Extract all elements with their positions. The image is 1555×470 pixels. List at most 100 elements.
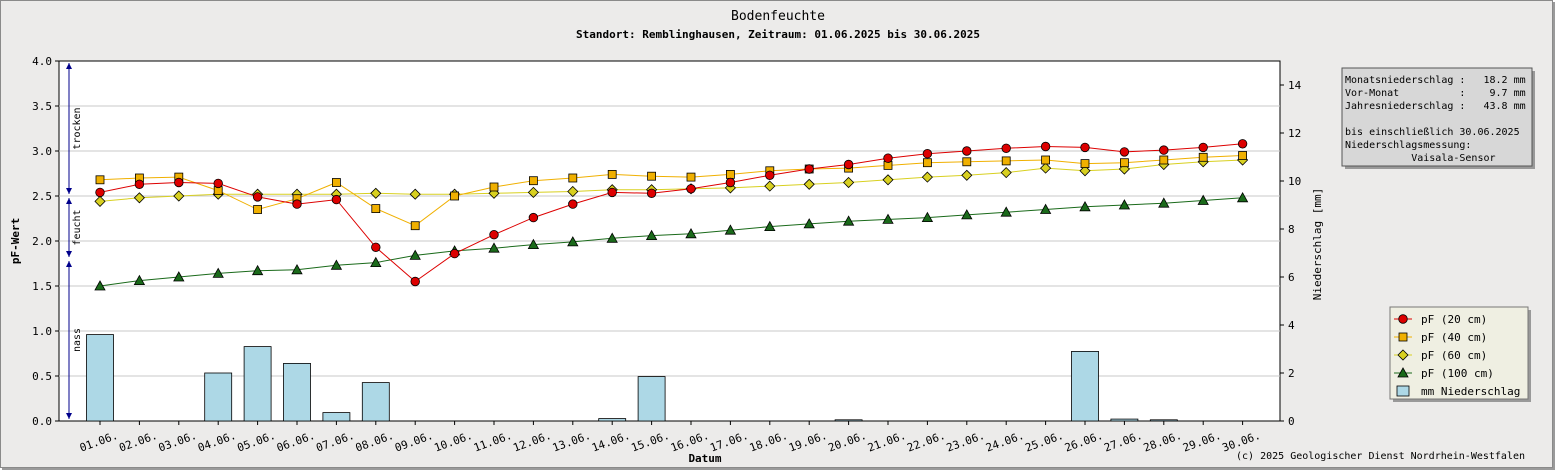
- data-point: [1198, 152, 1208, 162]
- data-point: [883, 153, 893, 163]
- data-point: [1159, 155, 1169, 165]
- data-point: [1119, 147, 1130, 157]
- series-line: [99, 197, 1243, 287]
- data-point: [686, 184, 696, 194]
- legend-item: pF (100 cm): [1394, 367, 1494, 380]
- data-point: [961, 169, 973, 181]
- y-tick-label: 3.5: [32, 100, 52, 113]
- data-point: [923, 158, 932, 168]
- legend-label: pF (40 cm): [1421, 331, 1487, 344]
- data-point: [450, 191, 460, 201]
- data-point: [1040, 141, 1051, 152]
- data-point: [94, 195, 106, 207]
- precipitation-bar: [1110, 418, 1139, 422]
- data-point: [1040, 162, 1052, 174]
- data-point: [843, 176, 855, 189]
- x-tick-label: 28.06.: [1142, 429, 1184, 455]
- data-point: [331, 178, 341, 187]
- x-tick-label: 27.06.: [1102, 429, 1144, 455]
- legend-label: pF (100 cm): [1421, 367, 1494, 380]
- data-point: [922, 148, 933, 159]
- precipitation-bar: [86, 334, 114, 422]
- precipitation-bar: [834, 419, 863, 422]
- y-right-tick-label: 12: [1288, 127, 1301, 140]
- y-tick-label: 0.0: [32, 415, 52, 428]
- x-tick-label: 29.06.: [1181, 429, 1223, 455]
- series-circle: [95, 139, 1248, 287]
- info-line: bis einschließlich 30.06.2025: [1345, 127, 1520, 138]
- pf-series: [94, 139, 1249, 291]
- y-tick-label: 4.0: [32, 55, 52, 68]
- data-point: [528, 212, 539, 223]
- data-point: [371, 204, 381, 214]
- x-tick-label: 05.06.: [236, 429, 278, 455]
- precipitation-bar: [598, 418, 627, 422]
- legend-label: pF (20 cm): [1421, 313, 1487, 326]
- precipitation-bar: [637, 376, 666, 422]
- x-tick-label: 24.06.: [984, 429, 1026, 455]
- x-tick-label: 10.06.: [433, 429, 475, 455]
- data-point: [568, 173, 578, 183]
- data-point: [1079, 165, 1091, 177]
- series-triangle: [94, 191, 1249, 291]
- data-point: [921, 211, 934, 222]
- precipitation-bar: [361, 382, 390, 422]
- precipitation-bar: [243, 346, 272, 422]
- data-point: [292, 199, 302, 209]
- legend-marker: [1398, 314, 1408, 324]
- x-tick-label: 18.06.: [748, 429, 790, 455]
- data-point: [921, 171, 933, 183]
- y-tick-label: 3.0: [32, 145, 52, 158]
- data-point: [765, 170, 775, 181]
- data-point: [527, 186, 539, 198]
- data-point: [882, 213, 894, 224]
- chart-subtitle: Standort: Remblinghausen, Zeitraum: 01.0…: [576, 28, 980, 41]
- data-point: [370, 187, 382, 199]
- x-tick-label: 12.06.: [511, 429, 553, 455]
- y-right-tick-label: 14: [1288, 79, 1302, 92]
- precipitation-bar: [1071, 350, 1099, 422]
- data-point: [568, 199, 578, 209]
- data-point: [1039, 203, 1052, 214]
- data-point: [95, 175, 105, 185]
- precipitation-bar: [1149, 419, 1178, 422]
- data-point: [1238, 151, 1247, 160]
- data-point: [213, 178, 223, 189]
- data-point: [1079, 200, 1091, 212]
- legend-label: mm Niederschlag: [1421, 385, 1520, 398]
- x-tick-label: 13.06.: [551, 429, 593, 455]
- data-point: [962, 157, 972, 167]
- data-point: [1159, 145, 1169, 155]
- data-point: [1000, 206, 1012, 217]
- data-point: [489, 182, 499, 192]
- legend: pF (20 cm) pF (40 cm) pF (60 cm) pF (100 cm…: [1389, 306, 1531, 402]
- data-point: [133, 274, 146, 285]
- data-point: [133, 192, 145, 204]
- x-tick-label: 07.06.: [314, 429, 356, 455]
- x-tick-label: 25.06.: [1024, 429, 1066, 455]
- x-tick-label: 22.06.: [905, 429, 947, 455]
- data-point: [1158, 197, 1170, 208]
- data-point: [527, 238, 540, 249]
- zone-arrow-down: [66, 188, 72, 194]
- precipitation-bar: [283, 362, 311, 422]
- data-point: [173, 190, 185, 202]
- x-tick-label: 26.06.: [1063, 429, 1105, 455]
- data-point: [410, 221, 420, 231]
- x-tick-label: 01.06.: [78, 429, 120, 455]
- x-tick-label: 15.06.: [630, 429, 672, 455]
- y-right-tick-label: 8: [1288, 223, 1295, 236]
- x-tick-label: 20.06.: [827, 429, 869, 455]
- data-point: [1237, 139, 1248, 149]
- data-point: [371, 242, 381, 253]
- data-point: [174, 177, 184, 188]
- data-point: [1120, 158, 1129, 168]
- x-tick-label: 11.06.: [472, 429, 514, 455]
- data-point: [645, 229, 658, 240]
- data-point: [251, 264, 264, 276]
- series-square: [95, 151, 1247, 231]
- data-point: [647, 171, 656, 181]
- data-point: [409, 249, 421, 260]
